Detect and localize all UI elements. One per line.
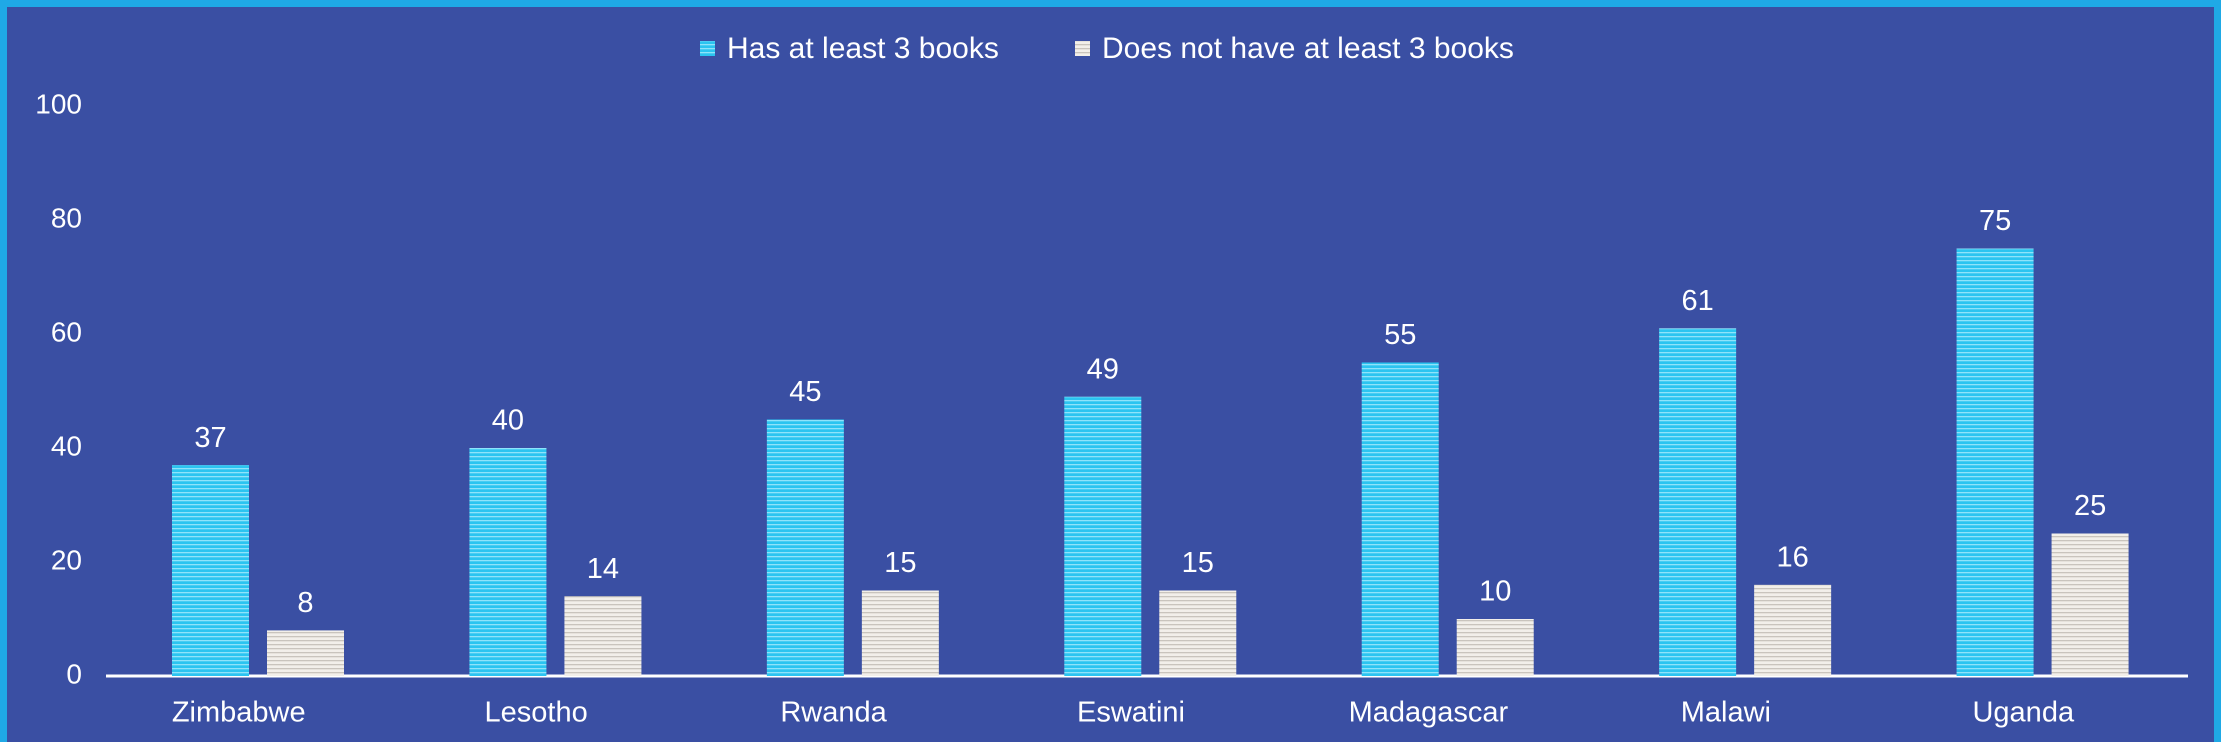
bar <box>1754 584 1832 676</box>
data-label: 25 <box>2074 490 2106 522</box>
legend-swatch <box>1075 41 1090 56</box>
x-tick-label: Lesotho <box>485 697 588 729</box>
x-tick-label: Eswatini <box>1077 697 1185 729</box>
bar <box>1659 328 1737 676</box>
bar <box>267 630 344 676</box>
bar <box>1956 248 2034 676</box>
data-label: 14 <box>587 553 619 585</box>
x-tick-label: Madagascar <box>1349 697 1509 729</box>
y-tick-label: 20 <box>51 544 82 575</box>
data-label: 10 <box>1479 576 1511 608</box>
bar <box>1456 619 1534 676</box>
bar <box>469 448 547 676</box>
legend-label: Has at least 3 books <box>727 32 999 65</box>
bar <box>1159 590 1237 676</box>
bar <box>564 596 642 676</box>
data-label: 8 <box>297 587 313 619</box>
bar <box>1064 396 1142 676</box>
data-label: 15 <box>884 547 916 579</box>
data-label: 75 <box>1979 205 2011 237</box>
bar <box>861 590 939 676</box>
data-label: 49 <box>1087 353 1119 385</box>
data-label: 55 <box>1384 319 1416 351</box>
x-tick-label: Uganda <box>1972 697 2074 729</box>
y-tick-label: 0 <box>66 658 82 689</box>
x-tick-label: Rwanda <box>780 697 887 729</box>
legend-swatch <box>700 41 715 56</box>
y-tick-label: 100 <box>35 88 82 119</box>
bar <box>1361 362 1439 676</box>
data-label: 61 <box>1682 285 1714 317</box>
bar <box>2051 533 2129 676</box>
y-tick-label: 40 <box>51 430 82 461</box>
y-tick-label: 60 <box>51 316 82 347</box>
data-label: 15 <box>1182 547 1214 579</box>
legend-label: Does not have at least 3 books <box>1102 32 1514 65</box>
data-label: 40 <box>492 405 524 437</box>
x-tick-label: Zimbabwe <box>172 697 306 729</box>
data-label: 16 <box>1777 541 1809 573</box>
x-tick-label: Malawi <box>1681 697 1771 729</box>
data-label: 45 <box>789 376 821 408</box>
bar <box>172 465 249 676</box>
data-label: 37 <box>194 422 226 454</box>
y-tick-label: 80 <box>51 202 82 233</box>
bar <box>766 419 844 676</box>
